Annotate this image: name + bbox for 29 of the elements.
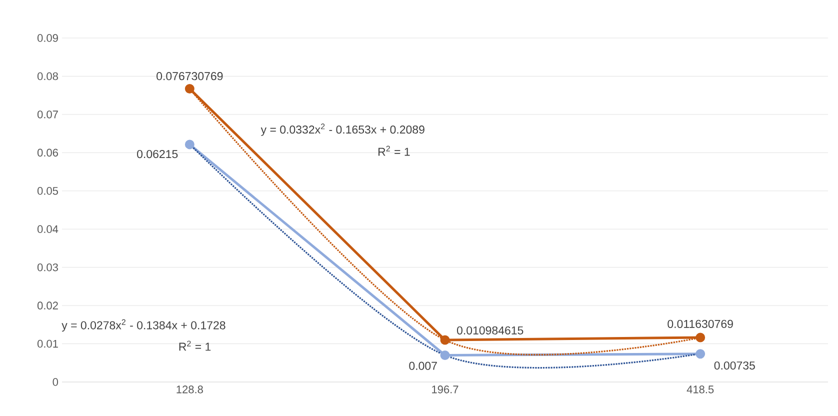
data-label: 0.011630769 [668, 320, 733, 328]
y-tick-label: 0.08 [37, 72, 58, 80]
y-tick-label: 0.04 [37, 225, 58, 234]
x-tick-label: 418.5 [686, 386, 714, 394]
point [184, 140, 194, 150]
y-tick-label: 0.09 [37, 34, 58, 42]
data-label: 0.076730769 [156, 72, 223, 80]
data-label: 0.00735 [714, 361, 755, 370]
point [696, 332, 706, 342]
y-tick-label: 0.02 [37, 302, 58, 310]
y-tick-label: 0.05 [37, 187, 58, 195]
data-label: 0.010984615 [456, 326, 524, 334]
data-label: 0.06215 [137, 150, 178, 158]
y-tick-label: 0.06 [37, 148, 58, 157]
annotation: R$^{2}$ = 1 [179, 340, 211, 351]
y-tick-label: 0.07 [37, 110, 58, 118]
point [696, 349, 706, 359]
annotation: R$^{2}$ = 1 [378, 146, 410, 156]
x-tick-label: 196.7 [432, 386, 458, 394]
annotation: y = 0.0332x$^{2}$ - 0.1653x + 0.2089 [260, 124, 424, 136]
point [440, 350, 450, 360]
y-tick-label: 0.03 [37, 263, 58, 272]
x-tick-label: 128.8 [176, 386, 203, 394]
point [184, 84, 194, 94]
data-label: 0.007 [409, 362, 437, 370]
y-tick-label: 0 [52, 378, 58, 386]
point [440, 335, 450, 345]
annotation: y = 0.0278x$^{2}$ - 0.1384x + 0.1728 [62, 319, 226, 332]
y-tick-label: 0.01 [37, 340, 58, 348]
